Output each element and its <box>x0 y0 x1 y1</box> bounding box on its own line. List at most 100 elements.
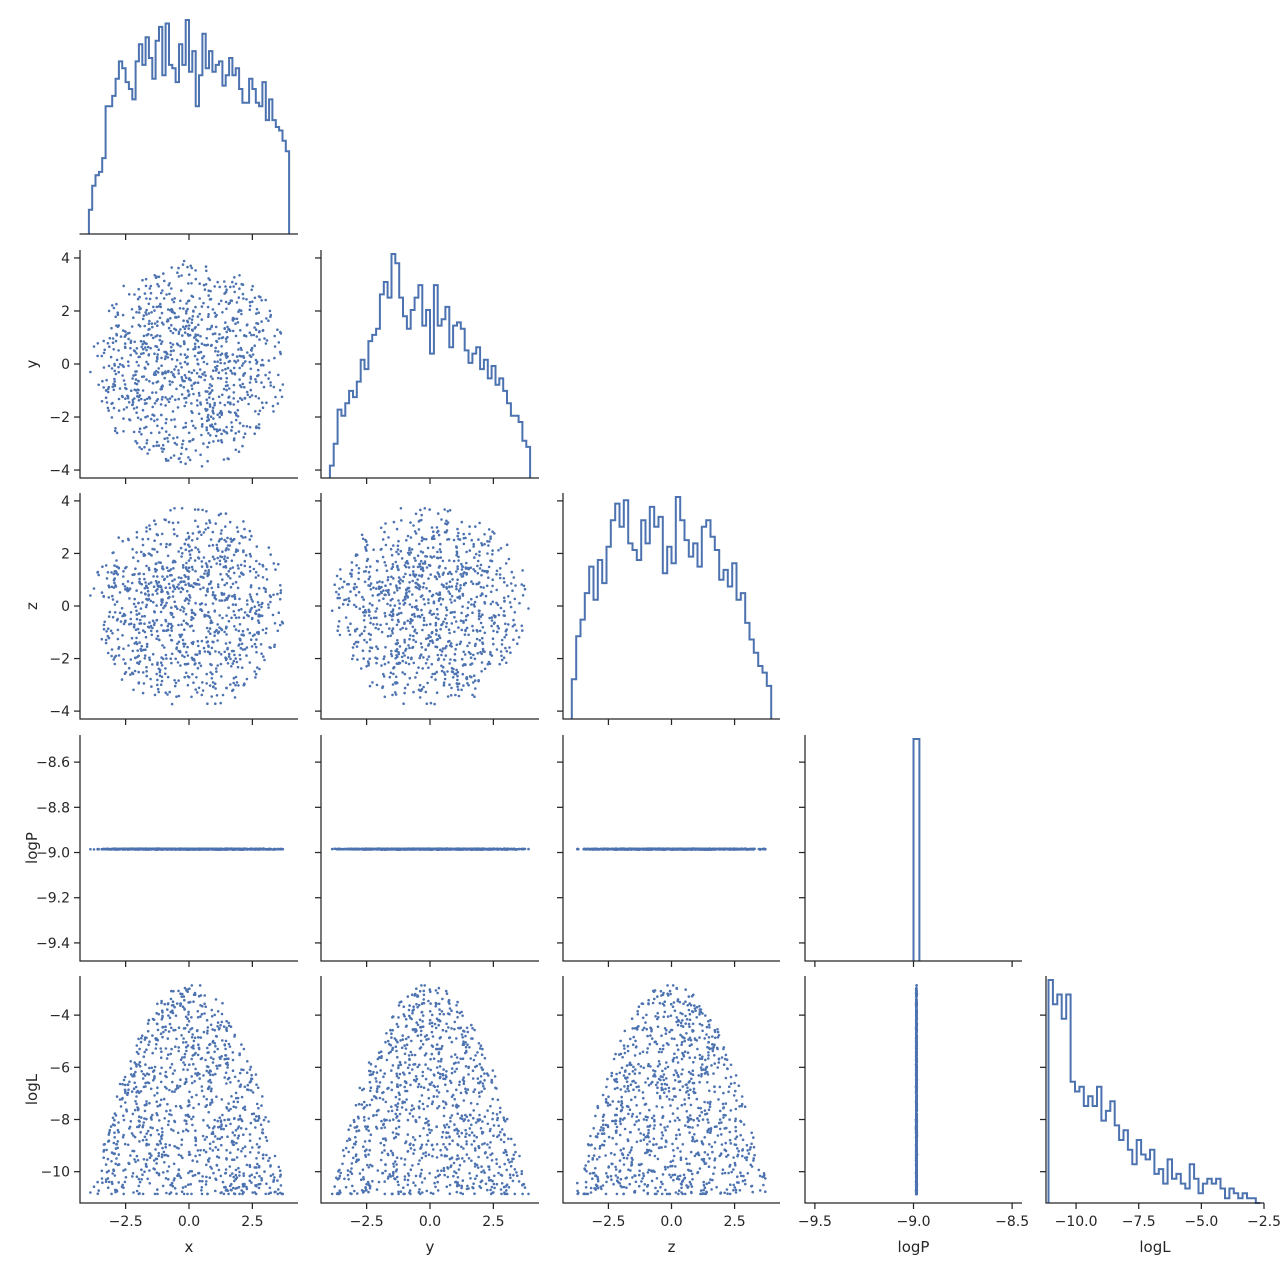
point-z-vs-y-730 <box>456 670 460 674</box>
point-y-vs-x-643 <box>202 301 205 305</box>
point-z-vs-y-665 <box>369 617 373 620</box>
point-z-vs-y-138 <box>408 603 412 606</box>
point-y-vs-x-621 <box>229 369 232 372</box>
point-z-vs-y-294 <box>422 623 426 627</box>
point-z-vs-y-993 <box>362 619 366 622</box>
point-y-vs-x-672 <box>184 421 188 425</box>
point-y-vs-x-423 <box>239 396 242 400</box>
point-z-vs-x-640 <box>246 613 249 617</box>
point-y-vs-x-369 <box>142 334 146 338</box>
point-z-vs-x-357 <box>160 590 163 594</box>
point-y-vs-x-18 <box>161 289 164 292</box>
point-z-vs-x-339 <box>152 585 156 588</box>
point-z-vs-y-763 <box>517 636 521 639</box>
point-y-vs-x-4 <box>214 422 217 426</box>
point-y-vs-x-905 <box>142 314 146 317</box>
point-y-vs-x-403 <box>169 317 172 320</box>
point-z-vs-y-529 <box>505 649 509 653</box>
point-y-vs-x-863 <box>256 368 260 372</box>
point-z-vs-y-220 <box>403 686 407 690</box>
point-z-vs-y-647 <box>486 662 490 666</box>
point-y-vs-x-141 <box>206 413 210 417</box>
point-logP-vs-y-856 <box>521 847 525 851</box>
point-z-vs-x-909 <box>174 605 178 608</box>
point-z-vs-x-370 <box>185 650 188 654</box>
point-z-vs-y-429 <box>485 584 489 588</box>
point-y-vs-x-811 <box>166 398 169 401</box>
point-z-vs-x-514 <box>255 638 258 641</box>
point-z-vs-x-623 <box>230 540 233 543</box>
point-y-vs-x-343 <box>194 449 198 452</box>
point-y-vs-x-653 <box>262 385 266 389</box>
point-z-vs-y-575 <box>444 606 448 609</box>
point-y-vs-x-376 <box>253 432 256 436</box>
point-y-vs-x-536 <box>260 401 264 405</box>
point-z-vs-x-77 <box>227 569 231 573</box>
point-y-vs-x-923 <box>251 353 255 356</box>
point-z-vs-y-927 <box>361 595 364 599</box>
point-y-vs-x-739 <box>141 342 144 346</box>
point-z-vs-x-62 <box>127 644 130 647</box>
point-z-vs-y-783 <box>418 696 422 699</box>
point-y-vs-x-373 <box>181 439 185 443</box>
point-z-vs-x-933 <box>248 538 252 541</box>
point-z-vs-x-770 <box>113 564 116 567</box>
point-z-vs-x-702 <box>155 582 159 585</box>
point-y-vs-x-697 <box>226 355 229 358</box>
point-z-vs-y-847 <box>394 657 397 660</box>
point-z-vs-y-41 <box>434 623 438 627</box>
point-z-vs-y-204 <box>403 640 407 644</box>
point-z-vs-y-499 <box>474 525 477 528</box>
point-z-vs-y-829 <box>391 565 395 569</box>
point-z-vs-y-743 <box>459 587 462 590</box>
point-z-vs-y-571 <box>449 694 453 697</box>
point-z-vs-x-226 <box>278 623 282 627</box>
point-y-vs-x-321 <box>144 277 148 281</box>
point-z-vs-y-878 <box>469 652 472 655</box>
point-y-vs-x-973 <box>208 403 212 406</box>
point-z-vs-y-381 <box>478 521 481 525</box>
point-y-vs-x-588 <box>191 411 194 415</box>
point-z-vs-y-756 <box>477 612 481 615</box>
point-z-vs-y-954 <box>351 657 354 661</box>
point-z-vs-y-641 <box>367 614 371 617</box>
point-z-vs-y-658 <box>391 618 394 622</box>
point-z-vs-y-989 <box>424 537 428 541</box>
point-y-vs-x-203 <box>234 361 238 364</box>
point-y-vs-x-117 <box>192 369 196 372</box>
point-z-vs-x-965 <box>233 595 237 598</box>
point-z-vs-y-503 <box>335 574 339 578</box>
point-z-vs-y-471 <box>442 684 446 687</box>
point-y-vs-x-15 <box>219 358 222 362</box>
point-y-vs-x-399 <box>207 418 211 421</box>
point-z-vs-y-513 <box>433 575 437 578</box>
point-z-vs-y-991 <box>474 687 477 690</box>
point-z-vs-x-163 <box>194 601 197 605</box>
point-y-vs-x-965 <box>233 372 237 375</box>
point-z-vs-y-808 <box>430 662 434 666</box>
point-y-vs-x-142 <box>268 309 272 313</box>
point-z-vs-x-761 <box>188 545 191 548</box>
point-z-vs-x-930 <box>235 548 238 551</box>
point-z-vs-y-923 <box>437 634 441 638</box>
point-z-vs-y-426 <box>363 625 367 629</box>
point-z-vs-x-293 <box>143 577 146 581</box>
point-y-vs-x-192 <box>267 377 270 380</box>
point-z-vs-x-324 <box>151 619 155 623</box>
point-z-vs-x-569 <box>244 536 247 539</box>
point-z-vs-x-426 <box>132 625 136 629</box>
point-z-vs-y-233 <box>362 611 365 614</box>
point-z-vs-y-912 <box>337 606 341 609</box>
point-y-vs-x-548 <box>200 342 204 346</box>
point-z-vs-y-107 <box>385 569 389 573</box>
point-z-vs-x-203 <box>234 675 238 679</box>
point-z-vs-y-477 <box>523 587 527 591</box>
point-y-vs-x-641 <box>205 426 208 429</box>
point-z-vs-x-246 <box>186 622 189 626</box>
point-z-vs-y-919 <box>412 634 415 638</box>
point-y-vs-x-480 <box>121 374 124 377</box>
point-z-vs-y-678 <box>438 548 442 551</box>
point-z-vs-y-964 <box>436 613 439 616</box>
point-z-vs-y-662 <box>416 578 419 581</box>
point-y-vs-x-960 <box>224 300 228 304</box>
